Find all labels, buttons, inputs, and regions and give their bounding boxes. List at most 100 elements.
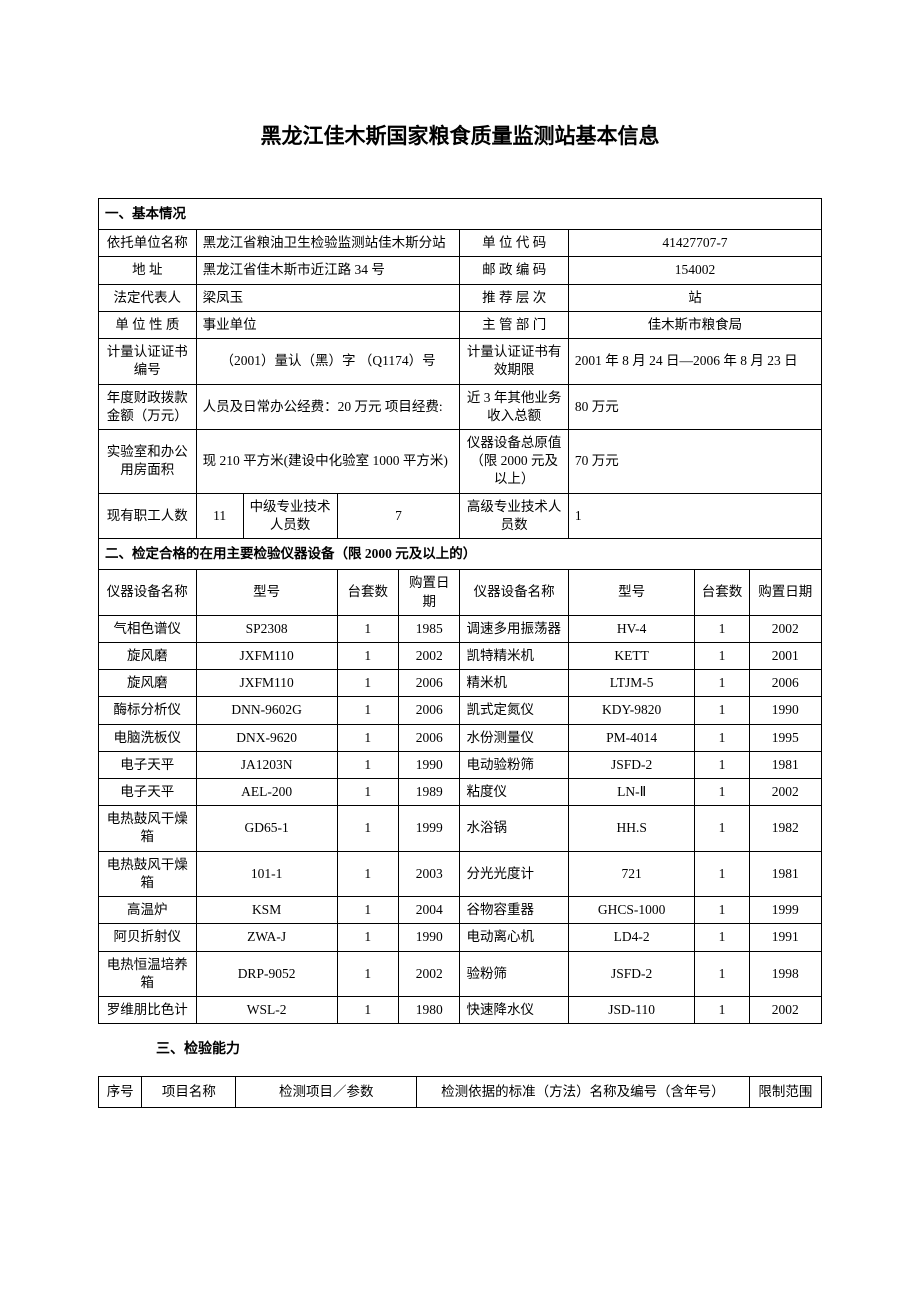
value-funding: 人员及日常办公经费：20 万元 项目经费: — [196, 384, 460, 429]
equip-left-qty: 1 — [337, 924, 398, 951]
equip-right-date: 2002 — [749, 779, 821, 806]
equip-right-name: 分光光度计 — [460, 851, 568, 896]
equip-left-name: 电子天平 — [99, 779, 197, 806]
equip-right-qty: 1 — [695, 779, 749, 806]
equip-right-name: 谷物容重器 — [460, 897, 568, 924]
equip-right-name: 水浴锅 — [460, 806, 568, 851]
table-row: 依托单位名称 黑龙江省粮油卫生检验监测站佳木斯分站 单 位 代 码 414277… — [99, 230, 822, 257]
equip-left-qty: 1 — [337, 697, 398, 724]
page-title: 黑龙江佳木斯国家粮食质量监测站基本信息 — [98, 120, 822, 150]
table-row: 单 位 性 质 事业单位 主 管 部 门 佳木斯市粮食局 — [99, 311, 822, 338]
equip-left-date: 2006 — [399, 670, 460, 697]
label-addr: 地 址 — [99, 257, 197, 284]
equip-right-name: 调速多用振荡器 — [460, 615, 568, 642]
equip-right-name: 粘度仪 — [460, 779, 568, 806]
equip-left-model: WSL-2 — [196, 997, 337, 1024]
col-basis: 检测依据的标准（方法）名称及编号（含年号） — [417, 1077, 750, 1108]
equip-left-model: SP2308 — [196, 615, 337, 642]
capability-table: 序号 项目名称 检测项目／参数 检测依据的标准（方法）名称及编号（含年号） 限制… — [98, 1076, 822, 1108]
table-row: 现有职工人数 11 中级专业技术人员数 7 高级专业技术人员数 1 — [99, 493, 822, 538]
value-mid-staff: 7 — [337, 493, 460, 538]
equip-left-qty: 1 — [337, 897, 398, 924]
value-legal: 梁凤玉 — [196, 284, 460, 311]
equip-left-qty: 1 — [337, 997, 398, 1024]
equip-right-date: 1990 — [749, 697, 821, 724]
equip-right-date: 1991 — [749, 924, 821, 951]
equip-right-date: 2002 — [749, 997, 821, 1024]
label-cert-no: 计量认证证书编号 — [99, 339, 197, 384]
equip-left-name: 气相色谱仪 — [99, 615, 197, 642]
equip-left-model: ZWA-J — [196, 924, 337, 951]
equip-left-name: 旋风磨 — [99, 642, 197, 669]
equipment-row: 旋风磨JXFM11012002凯特精米机KETT12001 — [99, 642, 822, 669]
equipment-row: 气相色谱仪SP230811985调速多用振荡器HV-412002 — [99, 615, 822, 642]
equip-right-qty: 1 — [695, 724, 749, 751]
equip-left-qty: 1 — [337, 806, 398, 851]
document-page: 黑龙江佳木斯国家粮食质量监测站基本信息 一、基本情况 依托单位名称 黑龙江省粮油… — [0, 0, 920, 1168]
equip-left-model: 101-1 — [196, 851, 337, 896]
value-other-income: 80 万元 — [568, 384, 821, 429]
equip-right-model: HH.S — [568, 806, 695, 851]
equip-right-model: LN-Ⅱ — [568, 779, 695, 806]
equip-left-name: 电脑洗板仪 — [99, 724, 197, 751]
label-equip-value: 仪器设备总原值（限 2000 元及以上） — [460, 429, 568, 493]
equipment-row: 阿贝折射仪ZWA-J11990电动离心机LD4-211991 — [99, 924, 822, 951]
equip-right-model: KDY-9820 — [568, 697, 695, 724]
table-row: 地 址 黑龙江省佳木斯市近江路 34 号 邮 政 编 码 154002 — [99, 257, 822, 284]
label-rec-level: 推 荐 层 次 — [460, 284, 568, 311]
equip-left-qty: 1 — [337, 724, 398, 751]
value-equip-value: 70 万元 — [568, 429, 821, 493]
equip-left-date: 1989 — [399, 779, 460, 806]
equip-left-name: 旋风磨 — [99, 670, 197, 697]
equip-left-date: 2006 — [399, 724, 460, 751]
label-supervisor: 主 管 部 门 — [460, 311, 568, 338]
equip-right-model: PM-4014 — [568, 724, 695, 751]
equip-right-name: 凯特精米机 — [460, 642, 568, 669]
equip-right-model: KETT — [568, 642, 695, 669]
equip-right-date: 1999 — [749, 897, 821, 924]
equip-left-date: 1985 — [399, 615, 460, 642]
equip-left-name: 罗维朋比色计 — [99, 997, 197, 1024]
equip-left-model: JXFM110 — [196, 642, 337, 669]
equip-right-date: 1995 — [749, 724, 821, 751]
label-org-code: 单 位 代 码 — [460, 230, 568, 257]
equip-right-name: 快速降水仪 — [460, 997, 568, 1024]
table-row: 实验室和办公用房面积 现 210 平方米(建设中化验室 1000 平方米) 仪器… — [99, 429, 822, 493]
equipment-row: 电子天平AEL-20011989粘度仪LN-Ⅱ12002 — [99, 779, 822, 806]
equip-right-qty: 1 — [695, 697, 749, 724]
equip-right-date: 2002 — [749, 615, 821, 642]
equip-left-qty: 1 — [337, 615, 398, 642]
equip-right-qty: 1 — [695, 670, 749, 697]
equip-left-model: DNX-9620 — [196, 724, 337, 751]
equip-right-name: 验粉筛 — [460, 951, 568, 996]
equip-right-model: GHCS-1000 — [568, 897, 695, 924]
equip-left-date: 2002 — [399, 642, 460, 669]
equip-right-name: 凯式定氮仪 — [460, 697, 568, 724]
value-nature: 事业单位 — [196, 311, 460, 338]
value-org-name: 黑龙江省粮油卫生检验监测站佳木斯分站 — [196, 230, 460, 257]
equip-left-date: 1990 — [399, 751, 460, 778]
value-lab-area: 现 210 平方米(建设中化验室 1000 平方米) — [196, 429, 460, 493]
section1-header: 一、基本情况 — [99, 199, 822, 230]
equip-right-model: LTJM-5 — [568, 670, 695, 697]
label-legal: 法定代表人 — [99, 284, 197, 311]
equip-left-name: 电热鼓风干燥箱 — [99, 806, 197, 851]
equip-left-name: 电子天平 — [99, 751, 197, 778]
equip-right-name: 电动验粉筛 — [460, 751, 568, 778]
equip-right-date: 1982 — [749, 806, 821, 851]
equip-right-qty: 1 — [695, 642, 749, 669]
value-senior-staff: 1 — [568, 493, 821, 538]
label-lab-area: 实验室和办公用房面积 — [99, 429, 197, 493]
col-left-name: 仪器设备名称 — [99, 570, 197, 615]
equipment-row: 酶标分析仪DNN-9602G12006凯式定氮仪KDY-982011990 — [99, 697, 822, 724]
equipment-row: 旋风磨JXFM11012006精米机LTJM-512006 — [99, 670, 822, 697]
section3-header: 三、检验能力 — [156, 1038, 822, 1058]
equip-right-date: 1998 — [749, 951, 821, 996]
col-params: 检测项目／参数 — [236, 1077, 417, 1108]
equip-left-date: 2003 — [399, 851, 460, 896]
equip-left-qty: 1 — [337, 642, 398, 669]
equipment-header-row: 仪器设备名称 型号 台套数 购置日期 仪器设备名称 型号 台套数 购置日期 — [99, 570, 822, 615]
equip-right-model: HV-4 — [568, 615, 695, 642]
equip-right-qty: 1 — [695, 751, 749, 778]
equip-left-model: AEL-200 — [196, 779, 337, 806]
